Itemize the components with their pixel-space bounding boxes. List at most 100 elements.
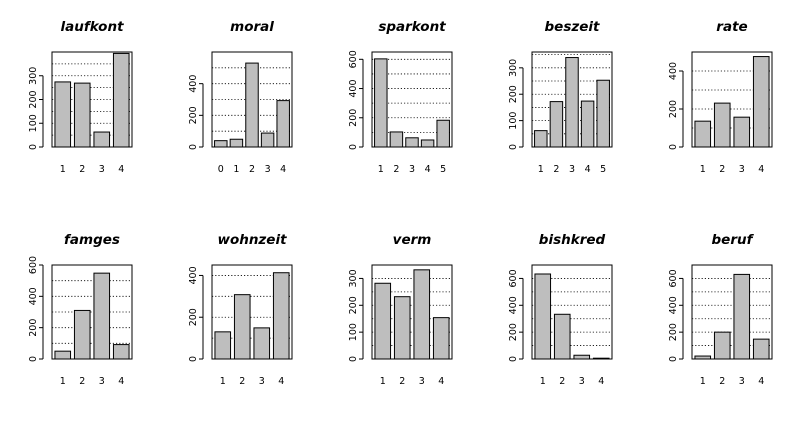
y-tick-label: 100	[28, 114, 39, 132]
x-tick-label: 2	[79, 376, 85, 387]
y-tick-label: 0	[188, 356, 199, 362]
bar-famges-3	[93, 272, 111, 360]
panel-title: beruf	[712, 232, 755, 248]
x-tick-label: 1	[220, 376, 226, 387]
x-tick-label: 2	[239, 376, 245, 387]
x-tick-label: 2	[393, 164, 399, 175]
x-tick-label: 5	[440, 164, 446, 175]
bar-sparkont-2	[389, 131, 404, 148]
panel-title: verm	[393, 232, 432, 248]
panel-title: wohnzeit	[217, 232, 287, 248]
x-tick-label: 3	[739, 376, 745, 387]
panel-bishkred: 1 2 3 4 0 200 400 600 bishkred	[508, 232, 613, 387]
panel-beszeit: 1 2 3 4 5 0 100 200 300 beszeit	[508, 19, 613, 175]
x-tick-label: 3	[265, 164, 271, 175]
x-tick-label: 1	[540, 376, 546, 387]
y-tick-label: 200	[28, 319, 39, 337]
bar-sparkont-1	[374, 58, 388, 148]
bar-wohnzeit-3	[253, 327, 271, 360]
bar-rate-2	[713, 102, 731, 148]
bar-moral-4	[276, 100, 290, 148]
y-tick-label: 200	[668, 100, 679, 118]
plot-frame	[211, 51, 293, 148]
x-tick-label: 1	[700, 376, 706, 387]
bar-beruf-2	[713, 331, 731, 360]
y-tick-label: 400	[668, 296, 679, 314]
bar-beszeit-3	[565, 57, 579, 148]
y-tick-label: 600	[28, 256, 39, 274]
bar-moral-1	[229, 138, 244, 148]
y-tick-label: 200	[348, 109, 359, 127]
panel-title: bishkred	[539, 232, 606, 248]
panel-wohnzeit: 1 2 3 4 0 200 400 wohnzeit	[188, 232, 293, 387]
y-tick-label: 400	[668, 62, 679, 80]
plot-frame	[51, 51, 133, 148]
y-tick-label: 400	[508, 296, 519, 314]
bar-wohnzeit-2	[233, 294, 251, 360]
plot-frame	[531, 264, 613, 360]
y-tick-label: 400	[28, 287, 39, 305]
x-tick-label: 3	[99, 164, 105, 175]
y-tick-label: 200	[348, 296, 359, 314]
y-tick-label: 200	[508, 323, 519, 341]
x-tick-label: 1	[233, 164, 239, 175]
bar-verm-1	[374, 282, 392, 360]
panel-title: beszeit	[545, 19, 600, 35]
bar-bishkred-1	[534, 273, 552, 360]
x-tick-label: 0	[218, 164, 224, 175]
y-tick-label: 0	[508, 144, 519, 150]
bar-laufkont-4	[112, 52, 130, 148]
x-tick-label: 4	[280, 164, 286, 175]
bar-beruf-3	[733, 273, 751, 360]
bar-famges-2	[73, 309, 91, 360]
panel-sparkont: 1 2 3 4 5 0 200 400 600 sparkont	[348, 19, 453, 175]
panel-title: sparkont	[378, 19, 446, 35]
y-tick-label: 300	[508, 59, 519, 77]
plot-frame	[531, 51, 613, 148]
x-tick-label: 3	[99, 376, 105, 387]
bar-bishkred-3	[573, 354, 591, 360]
y-tick-label: 0	[348, 356, 359, 362]
plot-frame	[691, 51, 773, 148]
bar-beszeit-5	[596, 79, 610, 148]
y-tick-label: 200	[28, 90, 39, 108]
bar-beszeit-2	[549, 101, 564, 148]
bar-laufkont-1	[54, 81, 72, 148]
x-tick-label: 4	[438, 376, 444, 387]
panel-beruf: 1 2 3 4 0 200 400 600 beruf	[668, 232, 773, 387]
panel-famges: 1 2 3 4 0 200 400 600 famges	[28, 232, 133, 387]
y-tick-label: 200	[188, 106, 199, 124]
bar-rate-4	[752, 56, 770, 148]
x-tick-label: 4	[118, 164, 124, 175]
bar-beruf-4	[752, 338, 770, 360]
x-tick-label: 3	[569, 164, 575, 175]
bar-wohnzeit-1	[214, 331, 232, 360]
x-tick-label: 4	[425, 164, 431, 175]
y-tick-label: 0	[668, 356, 679, 362]
bar-moral-0	[214, 140, 228, 148]
x-tick-label: 5	[600, 164, 606, 175]
x-tick-label: 1	[60, 164, 66, 175]
y-tick-label: 0	[508, 356, 519, 362]
bar-moral-3	[260, 132, 275, 148]
panel-verm: 1 2 3 4 0 100 200 300 verm	[348, 232, 453, 387]
y-tick-label: 0	[28, 144, 39, 150]
bar-sparkont-3	[405, 137, 419, 148]
y-tick-label: 100	[348, 323, 359, 341]
y-tick-label: 600	[668, 269, 679, 287]
y-tick-label: 0	[28, 356, 39, 362]
panel-title: laufkont	[60, 19, 124, 35]
y-tick-label: 400	[348, 79, 359, 97]
panel-rate: 1 2 3 4 0 200 400 rate	[668, 19, 773, 175]
y-tick-label: 600	[508, 269, 519, 287]
x-tick-label: 2	[249, 164, 255, 175]
y-tick-label: 0	[188, 144, 199, 150]
x-tick-label: 3	[579, 376, 585, 387]
bar-rate-3	[733, 116, 751, 148]
bar-wohnzeit-4	[272, 272, 290, 360]
x-tick-label: 4	[598, 376, 604, 387]
bar-laufkont-2	[73, 82, 91, 148]
bar-laufkont-3	[93, 131, 111, 148]
y-tick-label: 0	[348, 144, 359, 150]
bar-verm-3	[413, 269, 431, 360]
